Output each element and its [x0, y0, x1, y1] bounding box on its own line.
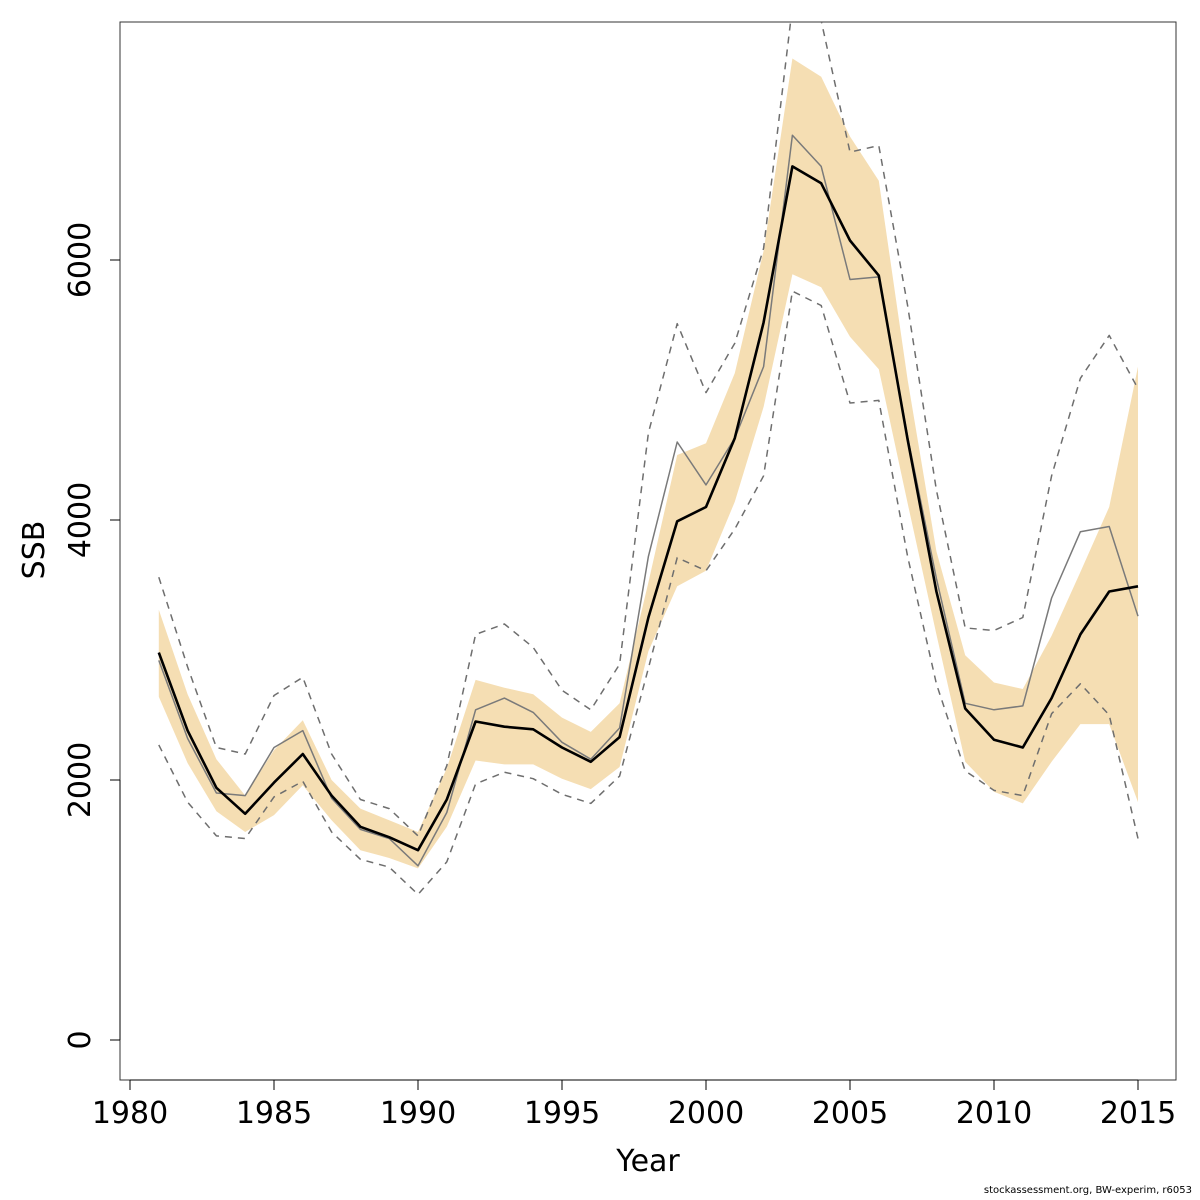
x-tick-label: 2000 — [668, 1096, 744, 1131]
plot-frame — [119, 21, 1177, 1081]
x-tick-label: 1990 — [380, 1096, 456, 1131]
estimate-line — [157, 165, 1139, 852]
confidence-band — [158, 58, 1139, 869]
x-tick-label: 1995 — [524, 1096, 600, 1131]
series-lines — [157, 22, 1139, 896]
confidence-band-area — [158, 58, 1139, 869]
footer-credit: stockassessment.org, BW-experim, r6053 — [983, 1185, 1192, 1196]
upper-bound-line — [158, 22, 1139, 837]
y-axis: 0 2000 4000 6000 — [63, 222, 121, 1050]
x-axis-title: Year — [615, 1144, 680, 1179]
x-tick-label: 2005 — [812, 1096, 888, 1131]
x-tick-label: 1980 — [92, 1096, 168, 1131]
x-tick-label: 1985 — [236, 1096, 312, 1131]
secondary-estimate-line — [158, 134, 1139, 867]
y-tick-label: 2000 — [63, 742, 98, 818]
x-tick-label: 2015 — [1100, 1096, 1176, 1131]
y-tick-label: 4000 — [63, 482, 98, 558]
y-tick-label: 0 — [63, 1030, 98, 1049]
x-tick-label: 2010 — [956, 1096, 1032, 1131]
y-axis-title: SSB — [17, 521, 52, 580]
y-tick-label: 6000 — [63, 222, 98, 298]
x-axis: 1980 1985 1990 1995 2000 2005 2010 2015 — [92, 1079, 1176, 1131]
